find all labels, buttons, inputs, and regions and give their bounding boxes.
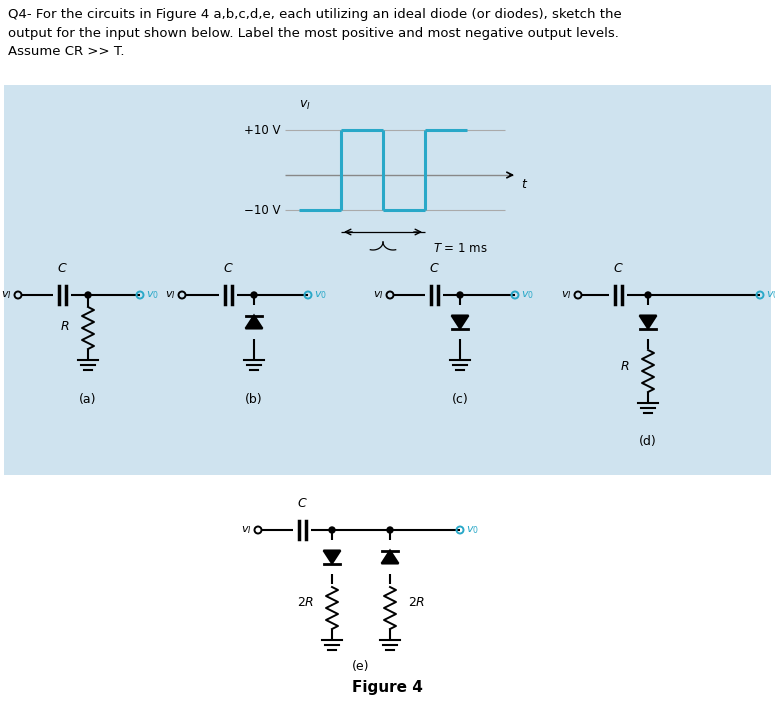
Text: $R$: $R$ (60, 321, 70, 333)
Circle shape (387, 527, 393, 533)
Text: $C$: $C$ (429, 262, 439, 275)
Text: $v_0$: $v_0$ (521, 289, 534, 301)
Text: $v_I$: $v_I$ (2, 289, 12, 301)
Text: $C$: $C$ (613, 262, 623, 275)
Text: $v_0$: $v_0$ (314, 289, 327, 301)
Text: $C$: $C$ (297, 497, 308, 510)
Circle shape (457, 292, 463, 298)
Polygon shape (323, 551, 340, 564)
Text: $2R$: $2R$ (408, 597, 425, 610)
Polygon shape (381, 551, 398, 564)
Text: (b): (b) (245, 393, 263, 406)
Text: +10 V: +10 V (244, 123, 281, 137)
Circle shape (329, 527, 335, 533)
Text: $C$: $C$ (57, 262, 67, 275)
Text: −10 V: −10 V (244, 203, 281, 217)
Circle shape (645, 292, 651, 298)
Text: $v_0$: $v_0$ (466, 524, 479, 536)
FancyBboxPatch shape (4, 85, 771, 475)
Polygon shape (452, 316, 468, 329)
Circle shape (85, 292, 91, 298)
Text: $t$: $t$ (521, 178, 529, 191)
Circle shape (251, 292, 257, 298)
FancyBboxPatch shape (4, 478, 771, 706)
Text: (e): (e) (353, 660, 370, 673)
Text: $R$: $R$ (621, 360, 630, 374)
Text: $v_0$: $v_0$ (766, 289, 775, 301)
Text: $v_I$: $v_I$ (241, 524, 252, 536)
Text: (d): (d) (639, 435, 657, 448)
Polygon shape (246, 316, 263, 329)
Text: $v_0$: $v_0$ (146, 289, 159, 301)
Text: Figure 4: Figure 4 (352, 680, 422, 695)
Text: $v_I$: $v_I$ (374, 289, 384, 301)
Text: $v_I$: $v_I$ (561, 289, 572, 301)
Polygon shape (639, 316, 656, 329)
Text: $T$ = 1 ms: $T$ = 1 ms (433, 241, 487, 254)
Text: $2R$: $2R$ (297, 597, 314, 610)
Text: $v_I$: $v_I$ (165, 289, 176, 301)
Text: $C$: $C$ (222, 262, 233, 275)
Text: (c): (c) (452, 393, 468, 406)
Text: Q4- For the circuits in Figure 4 a,b,c,d,e, each utilizing an ideal diode (or di: Q4- For the circuits in Figure 4 a,b,c,d… (8, 8, 622, 58)
Text: (a): (a) (79, 393, 97, 406)
Text: $v_I$: $v_I$ (299, 99, 311, 112)
